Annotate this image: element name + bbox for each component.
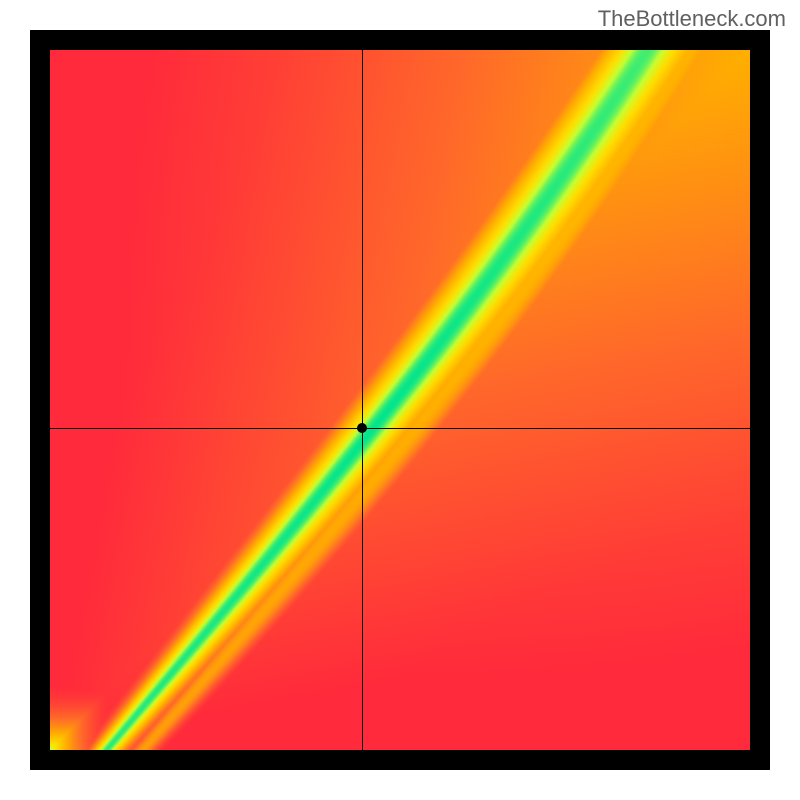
chart-container: TheBottleneck.com (0, 0, 800, 800)
crosshair-horizontal (50, 428, 750, 429)
crosshair-marker (357, 423, 367, 433)
attribution-text: TheBottleneck.com (598, 6, 786, 32)
heatmap-canvas (50, 50, 750, 750)
crosshair-vertical (362, 50, 363, 750)
plot-frame (30, 30, 770, 770)
plot-area (50, 50, 750, 750)
